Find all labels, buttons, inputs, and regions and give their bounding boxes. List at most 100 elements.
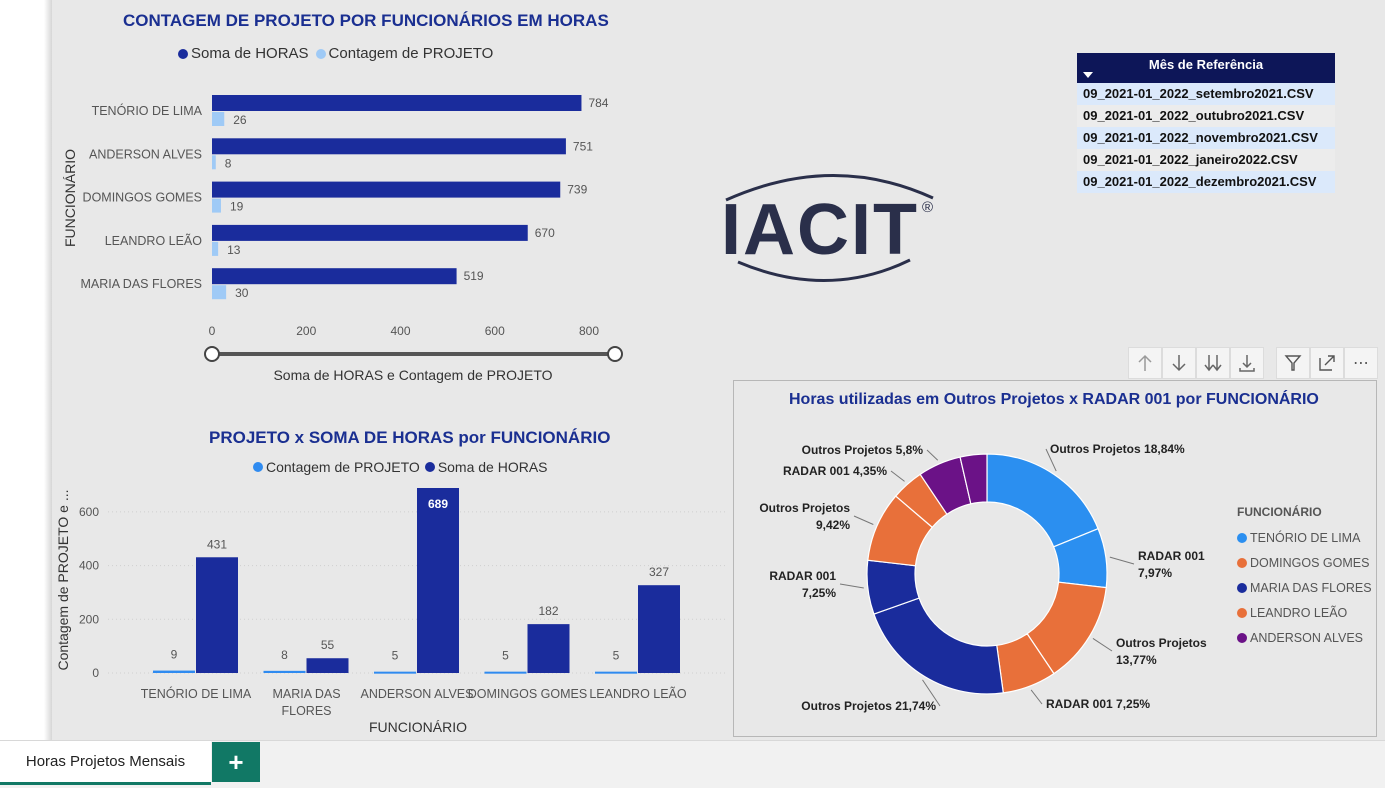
arrow-up-icon[interactable] (1128, 347, 1162, 379)
expand-hierarchy-icon[interactable] (1230, 347, 1264, 379)
bar-contagem-projeto (263, 670, 306, 673)
bar-chart-title: CONTAGEM DE PROJETO POR FUNCIONÁRIOS EM … (123, 11, 609, 30)
leader-line (926, 449, 939, 461)
category-label: DOMINGOS GOMES (83, 191, 202, 205)
donut-chart[interactable]: Outros Projetos 18,84% RADAR 001 7,97% Outr… (0, 0, 1207, 713)
zoom-slider-handle-right[interactable] (607, 346, 623, 362)
category-label: LEANDRO LEÃO (589, 687, 687, 701)
legend-label-contagem-projeto: Contagem de PROJETO (328, 45, 494, 62)
x-tick-label: 200 (296, 324, 316, 338)
legend-dot (1237, 557, 1247, 568)
data-label: 5 (613, 649, 620, 663)
category-label: MARIA DAS FLORES (80, 277, 202, 291)
zoom-slider-handle-left[interactable] (204, 346, 220, 362)
data-label: 8 (281, 648, 288, 662)
data-label: 13 (227, 243, 241, 257)
category-label: ANDERSON ALVES (360, 687, 473, 701)
data-label: 19 (230, 200, 244, 214)
focus-mode-icon[interactable] (1310, 347, 1344, 379)
arrow-down-icon[interactable] (1162, 347, 1196, 379)
legend-item[interactable]: LEANDRO LEÃO (1237, 600, 1372, 625)
legend-dot-soma-horas (424, 462, 435, 472)
leader-line (890, 470, 905, 482)
slicer-item[interactable]: 09_2021-01_2022_novembro2021.CSV (1077, 127, 1335, 149)
donut-visual-frame[interactable] (733, 380, 1377, 737)
legend-label: MARIA DAS FLORES (1250, 580, 1372, 595)
legend-label: DOMINGOS GOMES (1250, 555, 1370, 570)
data-label: 5 (502, 649, 509, 663)
leader-line (1030, 689, 1043, 705)
page-shadow (44, 0, 52, 740)
bar-soma-horas (306, 658, 349, 673)
chevron-down-icon[interactable] (1083, 72, 1093, 78)
iacit-logo: IACIT ® (721, 174, 934, 282)
legend-dot (1237, 532, 1247, 543)
column-chart-title: PROJETO x SOMA DE HORAS por FUNCIONÁRIO (209, 428, 611, 447)
leader-line (1109, 556, 1135, 565)
legend-dot (1237, 607, 1247, 618)
bar-contagem-projeto (212, 198, 221, 213)
tab-horas-projetos-mensais[interactable]: Horas Projetos Mensais (0, 741, 211, 785)
category-label: DOMINGOS GOMES (468, 687, 587, 701)
bar-contagem-projeto (374, 671, 416, 674)
bar-chart[interactable]: TENÓRIO DE LIMA 784 26 ANDERSON ALVES 751 8 DO… (0, 0, 623, 383)
legend-label: ANDERSON ALVES (1250, 630, 1364, 645)
donut-chart-title: Horas utilizadas em Outros Projetos x RA… (789, 391, 1319, 408)
bar-contagem-projeto (484, 671, 527, 674)
data-label: 670 (535, 226, 555, 240)
x-axis-title: Soma de HORAS e Contagem de PROJETO (273, 367, 552, 383)
category-label: TENÓRIO DE LIMA (92, 103, 203, 118)
y-axis-title: Contagem de PROJETO e ... (55, 489, 71, 670)
bar-contagem-projeto (595, 671, 637, 674)
data-label: RADAR 001 4,35% (783, 464, 887, 478)
x-tick-label: 400 (390, 324, 410, 338)
logo-registered-mark: ® (922, 199, 933, 216)
logo-bottom-arc (737, 258, 911, 282)
bar-chart-legend[interactable]: Soma de HORAS Contagem de PROJETO (178, 45, 493, 62)
leader-line (839, 583, 864, 589)
leader-line (1045, 448, 1057, 472)
month-slicer[interactable]: Mês de Referência 09_2021-01_2022_setemb… (1077, 53, 1335, 193)
more-options-icon[interactable]: ⋯ (1344, 347, 1378, 379)
bar-soma-horas (527, 624, 570, 673)
logo-text: IACIT (721, 190, 919, 270)
bar-contagem-projeto (212, 112, 225, 126)
double-arrow-down-icon[interactable] (1196, 347, 1230, 379)
data-label: 519 (464, 269, 484, 283)
column-chart-legend[interactable]: Contagem de PROJETO Soma de HORAS (253, 459, 548, 475)
leader-line (853, 515, 874, 525)
y-tick-label: 400 (79, 559, 99, 573)
bar-soma-horas (212, 268, 457, 285)
legend-item[interactable]: TENÓRIO DE LIMA (1237, 525, 1372, 550)
x-tick-label: 800 (579, 324, 599, 338)
data-label: 431 (207, 537, 227, 551)
slicer-header[interactable]: Mês de Referência (1077, 53, 1335, 83)
slicer-item[interactable]: 09_2021-01_2022_outubro2021.CSV (1077, 105, 1335, 127)
donut-legend[interactable]: TENÓRIO DE LIMA DOMINGOS GOMES MARIA DAS F… (1237, 525, 1372, 650)
data-label: 5 (392, 649, 399, 663)
leader-line (1092, 638, 1113, 652)
data-label: 55 (321, 638, 335, 652)
legend-item[interactable]: MARIA DAS FLORES (1237, 575, 1372, 600)
slicer-item[interactable]: 09_2021-01_2022_janeiro2022.CSV (1077, 149, 1335, 171)
add-page-button[interactable]: + (212, 742, 260, 782)
legend-item[interactable]: ANDERSON ALVES (1237, 625, 1372, 650)
data-label: Outros Projetos 18,84% (1050, 442, 1185, 456)
y-tick-label: 200 (79, 612, 99, 626)
slicer-item[interactable]: 09_2021-01_2022_dezembro2021.CSV (1077, 171, 1335, 193)
data-label: RADAR 001 7,25% (1046, 697, 1150, 711)
legend-item[interactable]: DOMINGOS GOMES (1237, 550, 1372, 575)
slicer-item[interactable]: 09_2021-01_2022_setembro2021.CSV (1077, 83, 1335, 105)
data-label: 751 (573, 139, 593, 153)
legend-label: TENÓRIO DE LIMA (1250, 530, 1361, 545)
filter-icon[interactable] (1276, 347, 1310, 379)
bar-soma-horas (212, 95, 582, 111)
logo-top-arc (725, 174, 934, 202)
data-label: 13,77% (1116, 653, 1157, 667)
left-margin (0, 0, 48, 740)
legend-label-soma-horas: Soma de HORAS (191, 45, 309, 62)
data-label: RADAR 001 (1138, 549, 1205, 563)
data-label: 784 (588, 96, 608, 110)
category-label: MARIA DAS (272, 687, 340, 701)
